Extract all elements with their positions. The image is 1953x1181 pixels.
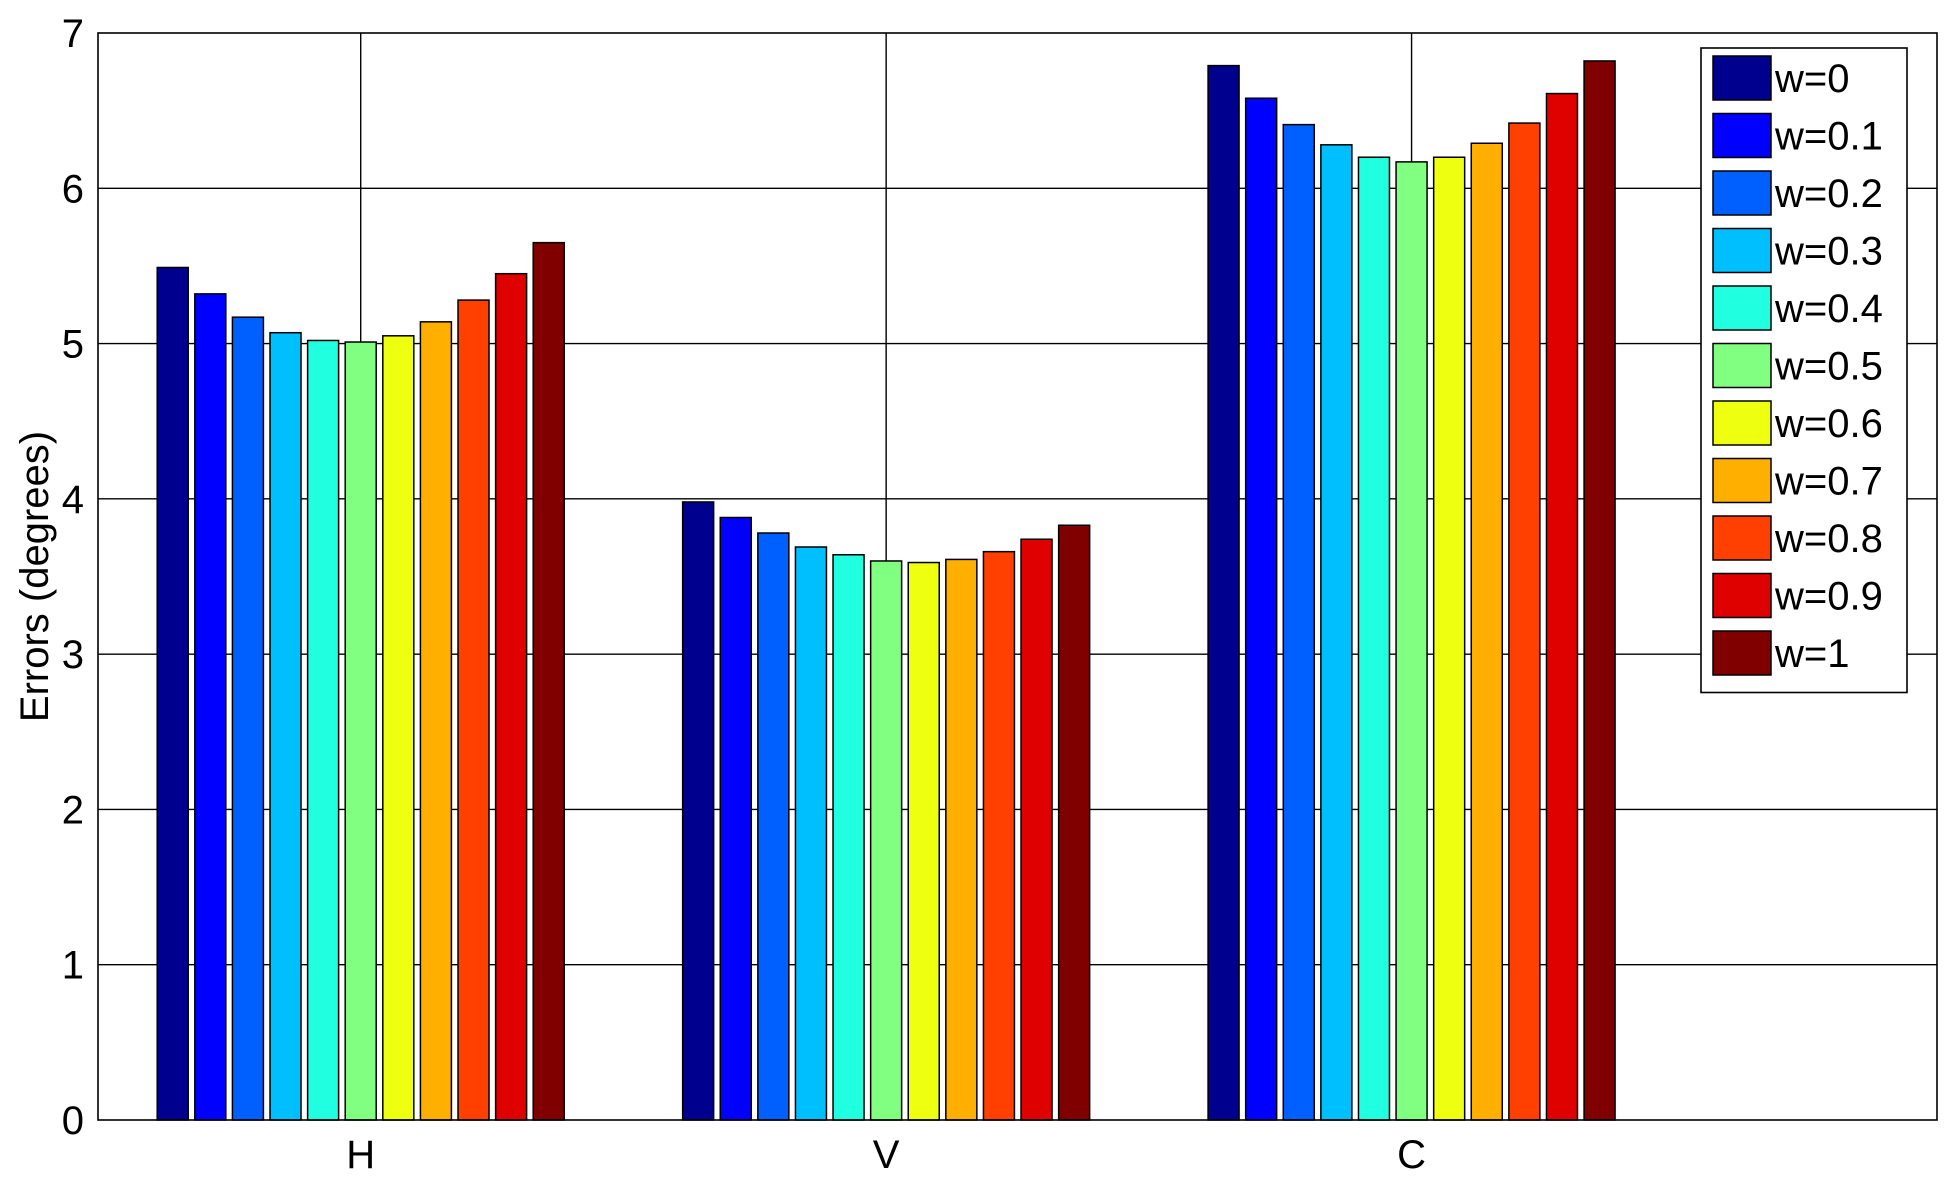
bar-c-w-0-5 [1395,161,1428,1121]
legend-swatch [1712,227,1772,274]
bar-h-w-0-9 [494,272,528,1121]
legend-swatch [1712,400,1772,446]
bar-h-w-0-8 [457,299,490,1121]
legend-swatch [1712,515,1772,561]
bar-c-w-1 [1583,60,1616,1121]
legend-label: w=0.1 [1774,115,1883,159]
legend-label: w=0.9 [1774,575,1883,619]
legend-label: w=0 [1774,57,1850,101]
bar-c-w-0-7 [1470,142,1504,1121]
legend: w=0 w=0.1 w=0.2 w=0.3 w=0.4 w=0.5 w=0.6 w=0.7 w=… [1700,47,1908,694]
bar-v-w-0 [681,501,715,1121]
bar-c-w-0-1 [1244,97,1278,1121]
y-axis-title: Errors (degrees) [13,431,57,722]
bar-h-w-0-1 [194,293,227,1121]
bar-h-w-0-3 [269,331,302,1121]
legend-swatch [1712,55,1772,101]
bar-c-w-0-4 [1357,156,1391,1121]
bar-c-w-0-6 [1432,156,1466,1121]
bar-v-w-0-9 [1020,538,1053,1121]
bar-h-w-0-7 [419,321,453,1121]
bar-h-w-1 [532,241,565,1121]
legend-label: w=0.3 [1774,230,1883,274]
legend-swatch [1712,285,1772,331]
bar-h-w-0-2 [231,316,265,1121]
legend-label: w=0.2 [1774,172,1883,216]
y-tick-label: 3 [62,633,84,677]
legend-swatch [1712,457,1772,504]
y-tick-label: 5 [62,323,84,367]
legend-label: w=0.7 [1774,460,1883,504]
legend-label: w=1 [1774,632,1850,676]
bar-h-w-0 [156,266,189,1121]
y-tick-label: 4 [62,478,84,522]
bar-v-w-0-2 [757,532,790,1121]
bar-v-w-0-4 [832,554,865,1121]
x-tick-label: V [873,1133,900,1177]
legend-label: w=0.8 [1774,517,1883,561]
y-tick-label: 1 [62,944,84,988]
plot-frame [97,32,1938,1121]
bars [156,60,1616,1121]
legend-swatch [1712,170,1772,216]
legend-swatch [1712,342,1772,389]
x-tick-label: H [346,1133,375,1177]
bar-v-w-0-5 [869,560,903,1121]
bar-v-w-1 [1057,524,1091,1121]
bar-c-w-0-9 [1545,92,1579,1121]
legend-label: w=0.6 [1774,402,1883,446]
x-tick-label: C [1397,1133,1426,1177]
bar-c-w-0-2 [1282,123,1316,1121]
bar-v-w-0-1 [719,516,752,1121]
y-tick-label: 0 [62,1099,84,1143]
bar-c-w-0-3 [1320,144,1353,1121]
bar-c-w-0-8 [1508,122,1541,1121]
bar-h-w-0-4 [306,339,340,1121]
legend-label: w=0.4 [1774,287,1883,331]
bar-v-w-0-7 [945,558,978,1121]
y-tick-label: 2 [62,788,84,832]
legend-swatch [1712,572,1772,619]
y-axis-ticks: 0 1 2 3 4 5 6 7 [62,12,84,1143]
bar-c-w-0 [1207,64,1240,1121]
bar-h-w-0-6 [382,335,415,1121]
bar-h-w-0-5 [344,341,377,1121]
legend-swatch [1712,630,1772,676]
legend-swatch [1712,112,1772,159]
legend-label: w=0.5 [1774,345,1883,389]
y-tick-label: 6 [62,167,84,211]
bar-v-w-0-6 [907,561,940,1121]
y-tick-label: 7 [62,12,84,56]
bar-v-w-0-8 [982,550,1016,1121]
bar-v-w-0-3 [794,546,828,1121]
